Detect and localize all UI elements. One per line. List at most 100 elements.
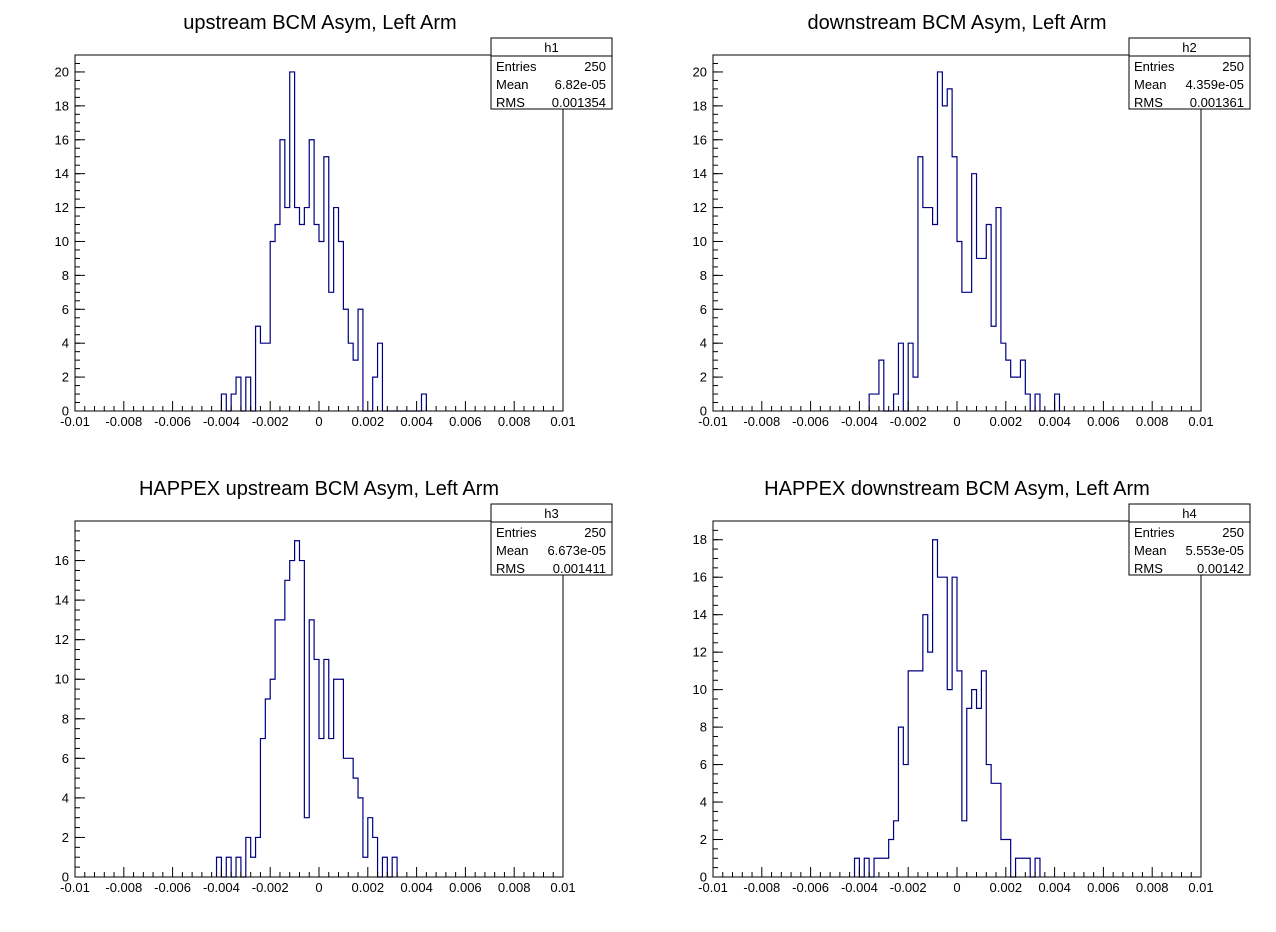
histogram-bin xyxy=(265,699,270,877)
histogram-bin xyxy=(270,679,275,877)
x-tick-label: -0.004 xyxy=(203,880,240,895)
histogram-bin xyxy=(918,671,923,877)
y-tick-label: 0 xyxy=(62,404,69,419)
histogram-outline xyxy=(868,71,1061,412)
x-tick-label: 0.008 xyxy=(1136,414,1169,429)
histogram-bin xyxy=(977,708,982,877)
x-tick-label: -0.006 xyxy=(792,880,829,895)
histogram-bin xyxy=(290,561,295,877)
y-tick-label: 2 xyxy=(62,830,69,845)
histogram-bin xyxy=(236,377,241,411)
histogram-bin xyxy=(324,157,329,411)
histogram-layer xyxy=(215,540,398,878)
histogram-bin xyxy=(1020,360,1025,411)
stats-label-mean: Mean xyxy=(496,543,529,558)
histogram-bin xyxy=(285,208,290,411)
x-tick-label: -0.01 xyxy=(60,414,90,429)
y-tick-label: 6 xyxy=(700,757,707,772)
stats-label-mean: Mean xyxy=(1134,543,1167,558)
histogram-bin xyxy=(894,394,899,411)
y-tick-label: 16 xyxy=(693,132,707,147)
histogram-bin xyxy=(962,292,967,411)
x-tick-label: -0.01 xyxy=(60,880,90,895)
x-tick-label: -0.004 xyxy=(841,414,878,429)
histogram-bin xyxy=(923,208,928,411)
histogram-bin xyxy=(260,343,265,411)
histogram-bin xyxy=(353,778,358,877)
histogram-bin xyxy=(1006,840,1011,877)
y-tick-label: 0 xyxy=(62,870,69,885)
x-tick-label: 0.006 xyxy=(1087,414,1120,429)
stats-name: h2 xyxy=(1182,40,1196,55)
y-tick-label: 20 xyxy=(55,64,69,79)
histogram-bin xyxy=(957,241,962,411)
histogram-layer xyxy=(220,71,427,412)
histogram-bin xyxy=(260,739,265,877)
y-tick-label: 6 xyxy=(62,751,69,766)
x-tick-label: 0 xyxy=(953,414,960,429)
histogram-bin xyxy=(981,671,986,877)
x-tick-label: 0.008 xyxy=(498,414,531,429)
x-tick-label: 0 xyxy=(953,880,960,895)
histogram-bin xyxy=(928,208,933,411)
x-tick-label: 0.004 xyxy=(400,880,433,895)
histogram-bin xyxy=(339,241,344,411)
histogram-bin xyxy=(392,857,397,877)
chart-title: HAPPEX upstream BCM Asym, Left Arm xyxy=(139,478,499,500)
histogram-bin xyxy=(246,377,251,411)
histogram-bin xyxy=(1035,394,1040,411)
stats-label-rms: RMS xyxy=(1134,95,1163,110)
stats-value-mean: 4.359e-05 xyxy=(1185,77,1244,92)
histogram-bin xyxy=(1025,394,1030,411)
stats-value-rms: 0.001361 xyxy=(1190,95,1244,110)
histogram-layer xyxy=(853,539,1041,878)
histogram-bin xyxy=(928,652,933,877)
histogram-bin xyxy=(874,394,879,411)
histogram-bin xyxy=(339,679,344,877)
stats-label-entries: Entries xyxy=(496,59,537,74)
histogram-bin xyxy=(334,208,339,411)
y-tick-label: 14 xyxy=(55,166,69,181)
histogram-bin xyxy=(319,241,324,411)
histogram-bin xyxy=(265,343,270,411)
x-tick-label: -0.008 xyxy=(743,414,780,429)
y-tick-label: 2 xyxy=(700,832,707,847)
histogram-bin xyxy=(996,783,1001,877)
y-tick-label: 18 xyxy=(693,98,707,113)
histogram-layer xyxy=(868,71,1061,412)
x-tick-label: 0.01 xyxy=(1188,414,1213,429)
histogram-bin xyxy=(236,857,241,877)
axes-layer: -0.01 -0.008 -0.006 -0.004 -0.002 0 0.002 0.004… xyxy=(55,54,576,429)
y-tick-label: 4 xyxy=(700,795,707,810)
stats-label-mean: Mean xyxy=(496,77,529,92)
histogram-bin xyxy=(1020,858,1025,877)
y-tick-label: 10 xyxy=(693,234,707,249)
y-tick-label: 0 xyxy=(700,870,707,885)
x-tick-label: -0.002 xyxy=(252,880,289,895)
stats-label-entries: Entries xyxy=(496,525,537,540)
x-tick-label: 0.004 xyxy=(1038,880,1071,895)
x-tick-label: 0.01 xyxy=(1188,880,1213,895)
histogram-bin xyxy=(329,739,334,877)
y-tick-label: 6 xyxy=(700,302,707,317)
histogram-bin xyxy=(304,208,309,411)
x-tick-label: -0.008 xyxy=(105,880,142,895)
stats-label-rms: RMS xyxy=(496,561,525,576)
x-tick-label: -0.004 xyxy=(203,414,240,429)
y-tick-label: 18 xyxy=(55,98,69,113)
axes-layer: -0.01 -0.008 -0.006 -0.004 -0.002 0 0.002 0.004… xyxy=(55,520,576,895)
y-tick-label: 10 xyxy=(55,672,69,687)
histogram-bin xyxy=(913,377,918,411)
stats-value-rms: 0.001411 xyxy=(553,561,606,576)
histogram-bin xyxy=(996,208,1001,411)
histogram-bin xyxy=(889,840,894,877)
histogram-bin xyxy=(256,837,261,877)
x-tick-label: -0.002 xyxy=(890,880,927,895)
y-tick-label: 4 xyxy=(62,790,69,805)
histogram-bin xyxy=(903,765,908,877)
y-tick-label: 10 xyxy=(693,682,707,697)
y-tick-label: 14 xyxy=(55,593,69,608)
histogram-bin xyxy=(972,174,977,411)
histogram-bin xyxy=(991,783,996,877)
histogram-bin xyxy=(986,765,991,877)
